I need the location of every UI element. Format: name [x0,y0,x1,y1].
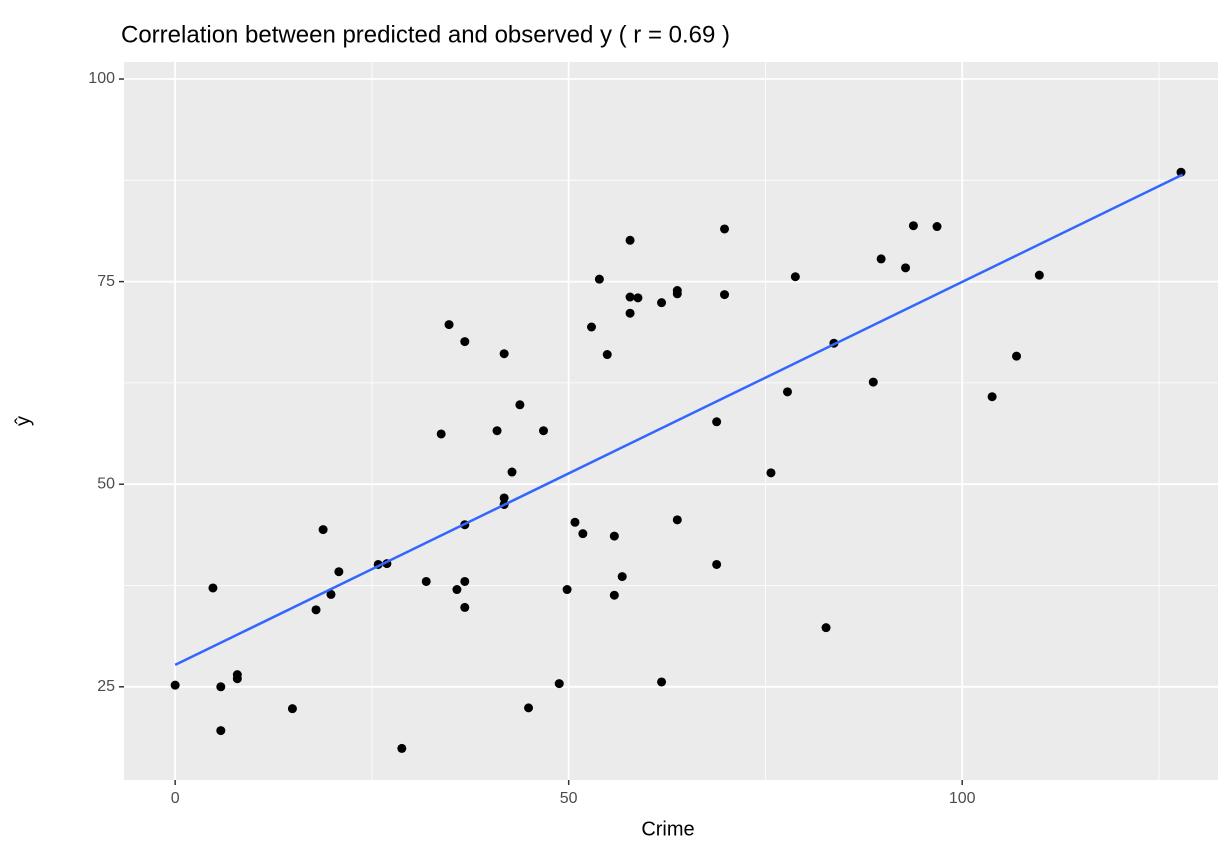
point [720,290,730,300]
point [318,525,328,535]
x-axis-label: Crime [641,818,694,840]
point [460,602,470,612]
point [876,254,886,264]
point [932,222,942,232]
point [594,274,604,284]
x-tick-label: 50 [560,790,578,807]
point [578,529,588,539]
chart-title: Correlation between predicted and observ… [121,21,730,48]
point [987,392,997,402]
point [326,589,336,599]
fit-line [174,173,1184,667]
y-tick-label: 25 [97,678,115,695]
point [216,726,226,736]
point [232,674,242,684]
y-axis-label: ŷ [12,416,34,426]
point [1012,351,1022,361]
point [617,572,627,582]
point [444,320,454,330]
point [609,590,619,600]
point [672,289,682,299]
point [499,493,509,503]
point [712,417,722,427]
point [712,559,722,569]
point [657,677,667,687]
x-tick-label: 0 [171,790,180,807]
point [208,583,218,593]
point [507,467,517,477]
point [216,682,226,692]
point [782,387,792,397]
point [460,576,470,586]
point [790,272,800,282]
point [515,400,525,410]
point [460,337,470,347]
point [436,429,446,439]
point [1176,167,1186,177]
point [334,567,344,577]
point [499,349,509,359]
point [570,517,580,527]
point [720,224,730,234]
point [657,298,667,308]
point [901,263,911,273]
point [868,377,878,387]
point [672,515,682,525]
point [170,680,180,690]
point [821,623,831,633]
point [625,235,635,245]
point [908,221,918,231]
point [625,292,635,302]
point [1034,270,1044,280]
y-tick-label: 50 [97,475,115,492]
point [587,322,597,332]
point [625,308,635,318]
point [492,426,502,436]
point [452,585,462,595]
point [562,585,572,595]
x-tick-label: 100 [949,790,976,807]
y-tick-label: 100 [88,70,115,87]
point [609,531,619,541]
point [554,679,564,689]
point [397,743,407,753]
point [602,350,612,360]
point [524,703,534,713]
point [421,576,431,586]
point [311,605,321,615]
point [766,468,776,478]
point [538,426,548,436]
point [633,293,643,303]
point [287,704,297,714]
panel [124,62,1218,780]
y-tick-label: 75 [97,273,115,290]
